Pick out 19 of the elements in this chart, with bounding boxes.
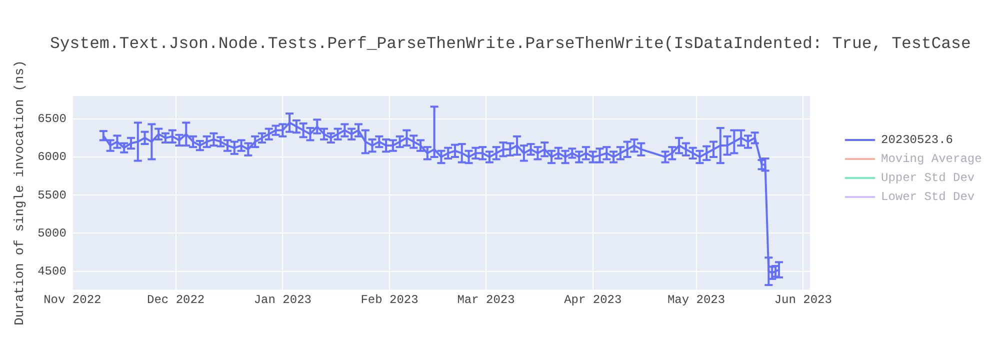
- legend-label: 20230523.6: [881, 132, 954, 146]
- y-tick-label: 6000: [38, 150, 66, 164]
- x-tick-label: Mar 2023: [457, 292, 515, 307]
- x-tick-label: Jan 2023: [254, 292, 312, 307]
- legend-label: Moving Average: [881, 152, 982, 166]
- y-tick-label: 5000: [38, 226, 66, 240]
- x-tick-label: May 2023: [667, 292, 726, 307]
- legend-label: Upper Std Dev: [881, 170, 975, 184]
- y-tick-label: 6500: [38, 112, 66, 126]
- y-tick-label: 4500: [38, 264, 66, 278]
- y-tick-label: 5500: [38, 188, 66, 202]
- x-tick-label: Apr 2023: [564, 292, 622, 307]
- x-tick-label: Dec 2022: [147, 292, 205, 307]
- x-tick-label: Nov 2022: [44, 292, 102, 307]
- x-tick-label: Feb 2023: [360, 292, 418, 307]
- x-tick-label: Jun 2023: [774, 292, 832, 307]
- legend-label: Lower Std Dev: [881, 190, 975, 204]
- y-axis-title: Duration of single invocation (ns): [12, 60, 28, 326]
- chart-title: System.Text.Json.Node.Tests.Perf_ParseThenWrite.ParseThenWrite(IsDataIndented: True, TestCase: [50, 34, 971, 53]
